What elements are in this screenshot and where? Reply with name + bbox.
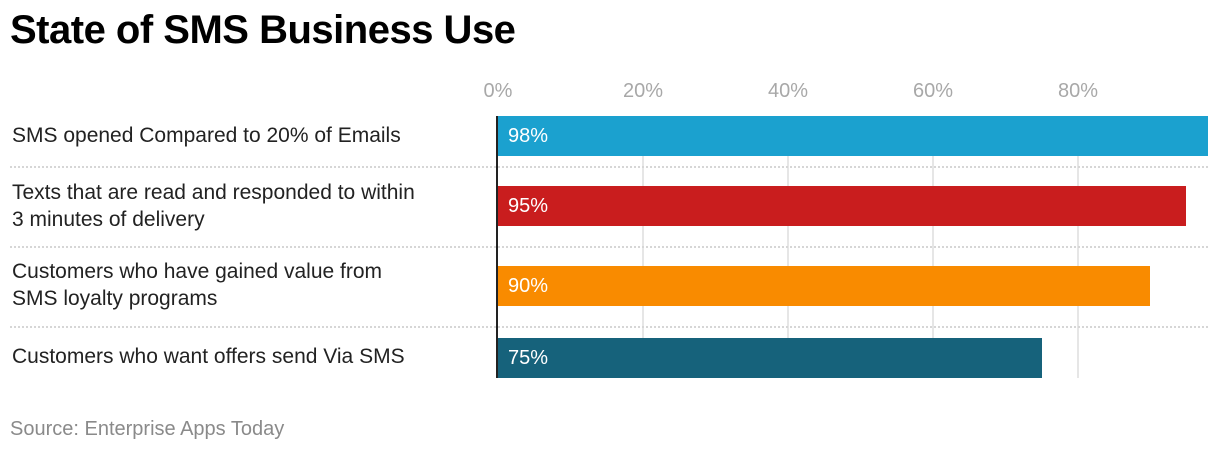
category-label: Customers who want offers send Via SMS [12, 345, 405, 368]
x-tick-0: 0% [483, 80, 513, 102]
category-label: SMS opened Compared to 20% of Emails [12, 124, 401, 147]
x-tick-60: 60% [912, 80, 954, 102]
row-separator [10, 246, 1208, 248]
bar-value-label: 90% [508, 275, 549, 297]
x-tick-40: 40% [767, 80, 809, 102]
source-note: Source: Enterprise Apps Today [10, 418, 285, 440]
bar-value-label: 95% [508, 195, 549, 217]
category-label: Customers who have gained value from SMS… [12, 260, 383, 310]
row-separator [10, 326, 1208, 328]
row-separator [10, 166, 1208, 168]
bar-value-label: 75% [508, 347, 549, 369]
bar-loyalty-programs: 90% [498, 266, 1150, 306]
bar-value-label: 98% [508, 125, 549, 147]
category-label: Texts that are read and responded to wit… [12, 181, 415, 231]
bar-offers-via-sms: 75% [498, 338, 1042, 378]
bar-texts-responded: 95% [498, 186, 1186, 226]
chart-title: State of SMS Business Use [10, 8, 516, 52]
x-tick-20: 20% [622, 80, 664, 102]
bar-sms-opened: 98% [498, 116, 1208, 156]
x-tick-80: 80% [1057, 80, 1099, 102]
y-axis-line [496, 116, 498, 378]
